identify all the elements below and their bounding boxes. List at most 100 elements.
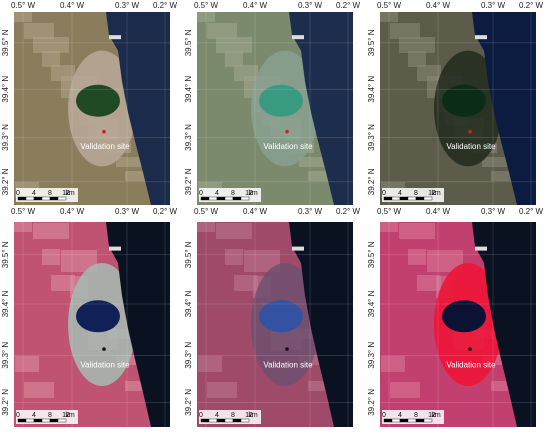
lake bbox=[76, 300, 120, 333]
field-patch bbox=[482, 355, 512, 365]
sea bbox=[472, 222, 536, 427]
port bbox=[475, 35, 487, 40]
scale-unit: km bbox=[431, 190, 441, 197]
scale-segment bbox=[208, 196, 218, 201]
latitude-label: 39.3° N bbox=[1, 342, 10, 369]
field-patch bbox=[299, 355, 329, 365]
latitude-label: 39.4° N bbox=[184, 290, 193, 317]
site-label: Validation site bbox=[263, 142, 313, 151]
scale-segment bbox=[200, 196, 210, 201]
longitude-label: 0.2° W bbox=[519, 1, 544, 10]
latitude-label: 39.5° N bbox=[184, 241, 193, 268]
latitude-label: 39.5° N bbox=[1, 241, 10, 268]
latitude-label: 39.5° N bbox=[184, 29, 193, 56]
scale-unit: km bbox=[65, 190, 75, 197]
scale-segment bbox=[216, 196, 226, 201]
scale-tick: 0 bbox=[199, 412, 203, 419]
scale-tick: 8 bbox=[48, 412, 52, 419]
field-patch bbox=[390, 23, 420, 39]
field-patch bbox=[225, 51, 243, 67]
lake bbox=[259, 300, 303, 333]
scale-segment bbox=[399, 418, 409, 423]
scale-tick: 8 bbox=[231, 190, 235, 197]
latitude-label: 39.4° N bbox=[1, 290, 10, 317]
site-marker bbox=[285, 129, 289, 134]
lake bbox=[259, 84, 303, 117]
scale-tick: 8 bbox=[231, 412, 235, 419]
sea bbox=[289, 12, 353, 205]
scale-tick: 8 bbox=[48, 190, 52, 197]
site-label: Validation site bbox=[80, 361, 130, 370]
longitude-label: 0.3° W bbox=[115, 207, 140, 216]
longitude-label: 0.4° W bbox=[426, 1, 451, 10]
latitude-label: 39.4° N bbox=[184, 76, 193, 103]
longitude-label: 0.2° W bbox=[519, 207, 544, 216]
scale-unit: km bbox=[248, 190, 258, 197]
field-patch bbox=[225, 249, 243, 265]
scale-segment bbox=[415, 418, 425, 423]
longitude-label: 0.5° W bbox=[377, 1, 402, 10]
longitude-label: 0.5° W bbox=[194, 207, 219, 216]
scale-tick: 12 bbox=[428, 190, 436, 197]
scale-tick: 0 bbox=[16, 190, 20, 197]
scale-unit: km bbox=[65, 412, 75, 419]
scale-segment bbox=[423, 418, 433, 423]
site-marker bbox=[468, 347, 472, 351]
field-patch bbox=[15, 356, 39, 372]
latitude-label: 39.4° N bbox=[367, 290, 376, 317]
scale-tick: 12 bbox=[62, 412, 70, 419]
field-patch bbox=[198, 356, 222, 372]
site-label: Validation site bbox=[446, 142, 496, 151]
scale-segment bbox=[383, 196, 393, 201]
scale-segment bbox=[240, 196, 250, 201]
field-patch bbox=[380, 12, 398, 22]
latitude-label: 39.2° N bbox=[367, 389, 376, 416]
longitude-label: 0.4° W bbox=[60, 1, 85, 10]
field-patch bbox=[197, 222, 215, 232]
longitude-label: 0.2° W bbox=[153, 207, 178, 216]
field-patch bbox=[42, 51, 60, 67]
scale-tick: 4 bbox=[398, 190, 402, 197]
field-patch bbox=[116, 157, 146, 167]
scale-segment bbox=[232, 418, 242, 423]
sea bbox=[106, 12, 170, 205]
port bbox=[475, 246, 487, 251]
field-patch bbox=[116, 355, 146, 365]
field-patch bbox=[408, 51, 426, 67]
port bbox=[292, 35, 304, 40]
latitude-label: 39.3° N bbox=[367, 124, 376, 151]
field-patch bbox=[61, 250, 97, 272]
scale-unit: km bbox=[431, 412, 441, 419]
longitude-label: 0.3° W bbox=[481, 207, 506, 216]
port bbox=[109, 35, 121, 40]
scale-segment bbox=[391, 418, 401, 423]
scale-segment bbox=[216, 418, 226, 423]
site-label: Validation site bbox=[446, 361, 496, 370]
longitude-label: 0.3° W bbox=[115, 1, 140, 10]
lake bbox=[76, 84, 120, 117]
site-marker bbox=[102, 129, 106, 134]
field-patch bbox=[216, 223, 252, 239]
field-patch bbox=[427, 250, 463, 272]
field-patch bbox=[482, 157, 512, 167]
scale-segment bbox=[224, 418, 234, 423]
site-label: Validation site bbox=[263, 361, 313, 370]
field-patch bbox=[417, 275, 441, 291]
scale-tick: 4 bbox=[215, 412, 219, 419]
scale-tick: 12 bbox=[428, 412, 436, 419]
scale-tick: 4 bbox=[32, 190, 36, 197]
scale-segment bbox=[33, 196, 43, 201]
longitude-label: 0.4° W bbox=[243, 1, 268, 10]
scale-segment bbox=[57, 418, 67, 423]
lake bbox=[442, 300, 486, 333]
latitude-label: 39.3° N bbox=[184, 124, 193, 151]
field-patch bbox=[399, 223, 435, 239]
scale-tick: 4 bbox=[32, 412, 36, 419]
scale-segment bbox=[49, 418, 59, 423]
field-patch bbox=[408, 249, 426, 265]
